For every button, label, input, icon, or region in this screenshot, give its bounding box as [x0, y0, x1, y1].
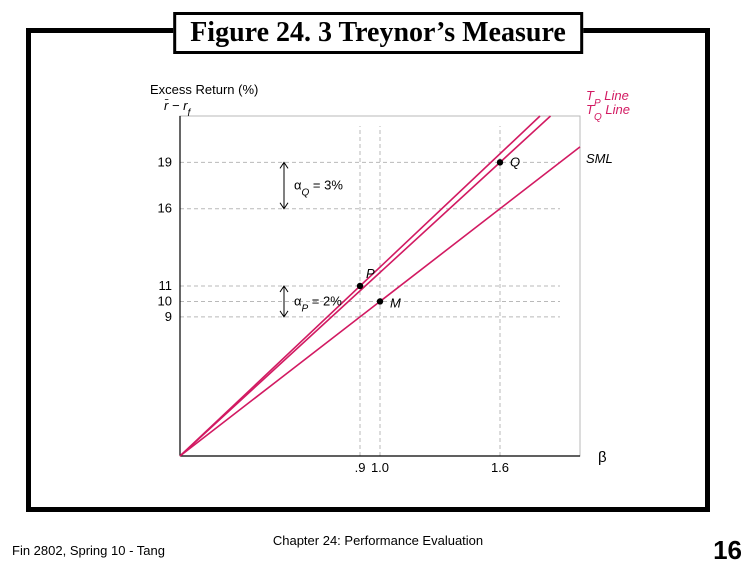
footer-center: Chapter 24: Performance Evaluation	[273, 533, 483, 548]
point-label-m: M	[390, 295, 401, 310]
point-p	[357, 283, 363, 289]
y-axis-title: Excess Return (%)	[150, 82, 258, 97]
point-q	[497, 159, 503, 165]
y-tick-label: 11	[159, 278, 173, 293]
y-tick-label: 9	[165, 309, 172, 324]
y-axis-subtitle: r̄ − rf	[164, 98, 192, 119]
point-m	[377, 298, 383, 304]
footer-left: Fin 2802, Spring 10 - Tang	[12, 543, 165, 558]
treynor-chart: Excess Return (%)r̄ − rf β 91011 16 19 .9 1.0 1…	[120, 76, 640, 496]
y-tick-label: 10	[158, 293, 172, 308]
sml-label: SML	[586, 151, 613, 166]
page-number: 16	[713, 535, 742, 566]
x-tick-label: 1.6	[491, 460, 509, 475]
x-axis-title: β	[598, 449, 607, 466]
figure-title: Figure 24. 3 Treynor’s Measure	[173, 12, 583, 54]
point-label-q: Q	[510, 154, 520, 169]
y-tick-label: 19	[158, 154, 172, 169]
tq_line-label: TQ Line	[586, 102, 630, 123]
x-tick-label: 1.0	[371, 460, 389, 475]
point-label-p: P	[366, 266, 375, 281]
y-tick-label: 16	[158, 201, 172, 216]
x-tick-label: .9	[355, 460, 366, 475]
